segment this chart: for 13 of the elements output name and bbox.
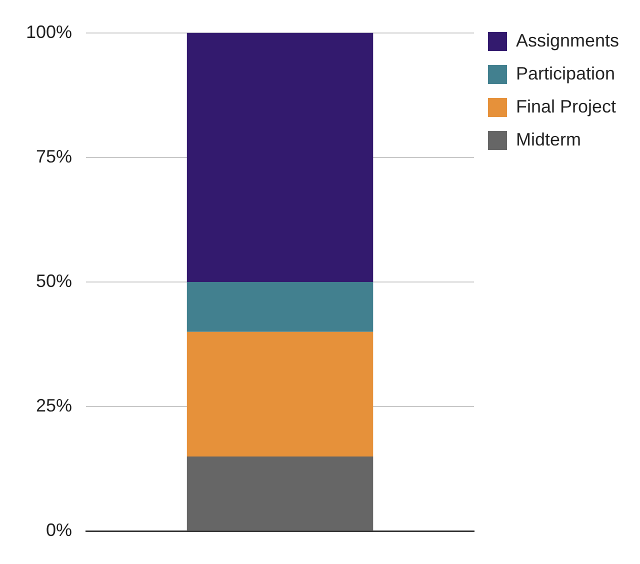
y-tick-label: 50% — [36, 270, 72, 291]
bar — [186, 282, 374, 332]
legend-label: Midterm — [516, 129, 582, 150]
legend-label: Assignments — [516, 30, 620, 50]
bar — [186, 332, 374, 456]
y-tick-label: 75% — [36, 146, 72, 166]
bar — [186, 456, 374, 531]
y-tick-label: 0% — [46, 520, 72, 540]
legend-label: Participation — [516, 63, 616, 84]
y-tick-label: 100% — [26, 22, 72, 42]
y-tick-label: 25% — [36, 396, 72, 416]
legend-label: Final Project — [516, 96, 616, 116]
bar — [186, 32, 374, 282]
